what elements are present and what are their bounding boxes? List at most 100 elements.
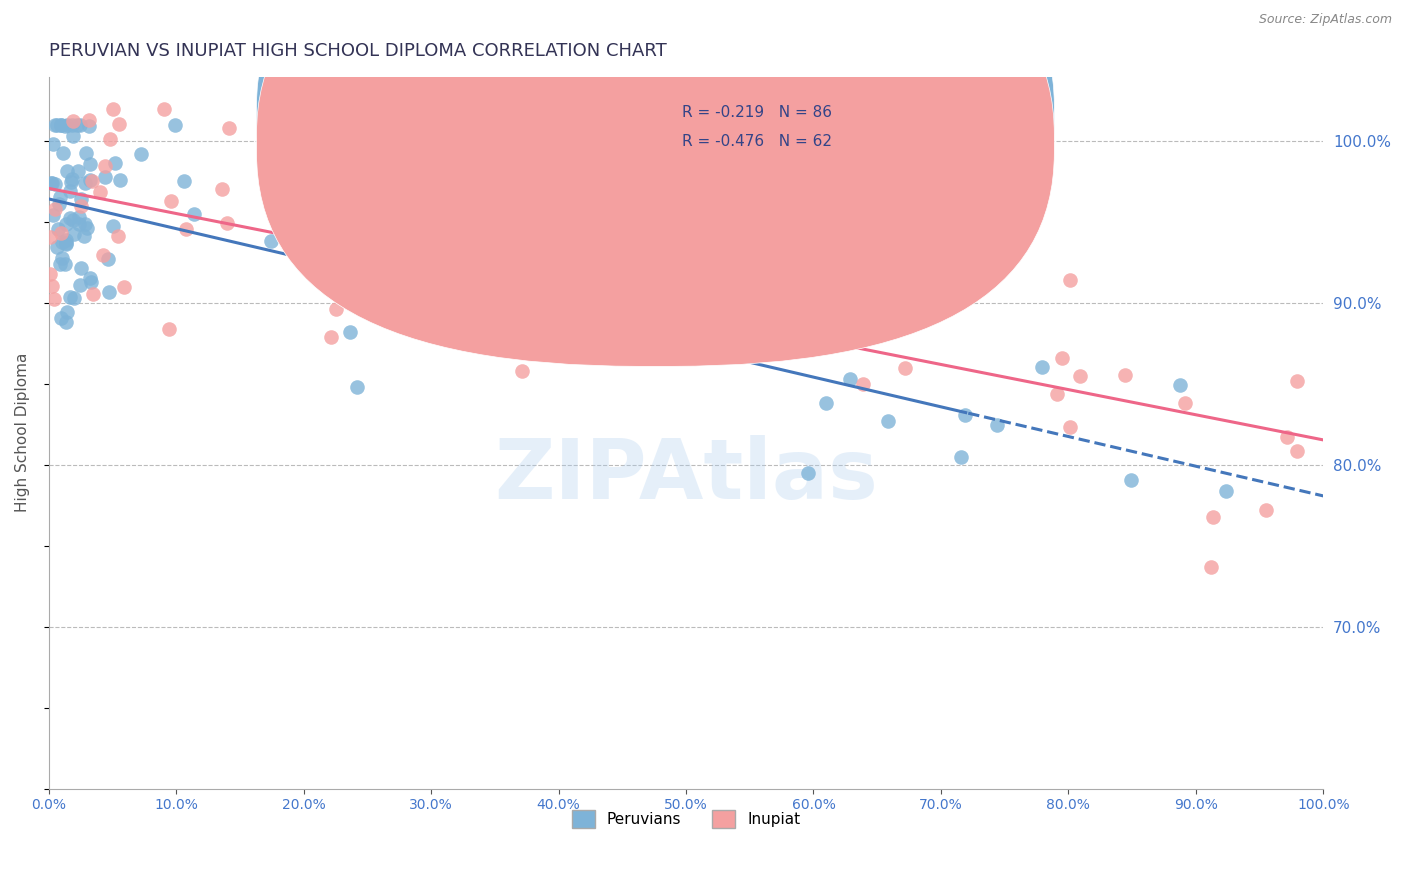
Point bbox=[103, 102, 125, 116]
Point bbox=[55, 237, 77, 252]
Point bbox=[678, 315, 700, 329]
Point bbox=[385, 240, 408, 254]
Point bbox=[77, 112, 100, 127]
Point bbox=[46, 222, 69, 236]
Point bbox=[67, 211, 90, 225]
Text: R = -0.476   N = 62: R = -0.476 N = 62 bbox=[682, 134, 832, 149]
Point bbox=[1170, 378, 1192, 392]
Point bbox=[893, 361, 915, 376]
Point bbox=[1119, 473, 1142, 487]
Point bbox=[1069, 369, 1091, 384]
Point bbox=[41, 176, 63, 190]
Text: PERUVIAN VS INUPIAT HIGH SCHOOL DIPLOMA CORRELATION CHART: PERUVIAN VS INUPIAT HIGH SCHOOL DIPLOMA … bbox=[49, 42, 666, 60]
Point bbox=[39, 230, 62, 244]
Point bbox=[108, 173, 131, 187]
Point bbox=[80, 275, 103, 289]
Point bbox=[49, 190, 72, 204]
Point bbox=[1199, 560, 1222, 574]
Point bbox=[183, 207, 205, 221]
Point bbox=[950, 450, 973, 465]
Point bbox=[62, 128, 84, 143]
Point bbox=[44, 177, 66, 191]
Point bbox=[325, 302, 347, 317]
Point bbox=[44, 118, 66, 132]
Point bbox=[657, 161, 679, 175]
Point bbox=[1202, 510, 1225, 524]
Point bbox=[44, 293, 66, 307]
Point bbox=[797, 466, 820, 480]
Point bbox=[59, 211, 82, 225]
Point bbox=[839, 372, 862, 386]
Point bbox=[59, 290, 82, 304]
Point bbox=[60, 172, 83, 186]
Point bbox=[612, 212, 634, 227]
Point bbox=[82, 174, 104, 188]
Point bbox=[67, 217, 90, 231]
Text: R = -0.219   N = 86: R = -0.219 N = 86 bbox=[682, 105, 832, 120]
Point bbox=[53, 120, 76, 134]
Point bbox=[79, 271, 101, 285]
FancyBboxPatch shape bbox=[616, 87, 928, 173]
Point bbox=[346, 379, 368, 393]
Point bbox=[42, 137, 65, 152]
Point bbox=[655, 266, 678, 280]
Point bbox=[75, 176, 97, 190]
Point bbox=[319, 209, 342, 223]
Point bbox=[1059, 420, 1081, 434]
Point bbox=[174, 221, 197, 235]
Point bbox=[49, 257, 72, 271]
Point bbox=[1031, 360, 1053, 375]
Point bbox=[876, 414, 898, 428]
Point bbox=[107, 228, 129, 243]
Point bbox=[104, 156, 127, 170]
Point bbox=[101, 219, 124, 234]
Point bbox=[41, 278, 63, 293]
Point bbox=[1277, 430, 1299, 444]
Point bbox=[1059, 273, 1081, 287]
Point bbox=[108, 116, 131, 130]
Point bbox=[274, 218, 297, 232]
Point bbox=[73, 217, 96, 231]
Point bbox=[69, 260, 91, 275]
Point bbox=[387, 201, 409, 215]
Point bbox=[89, 185, 111, 199]
Point bbox=[259, 235, 281, 249]
Point bbox=[551, 255, 574, 269]
Point bbox=[814, 396, 837, 410]
Text: Source: ZipAtlas.com: Source: ZipAtlas.com bbox=[1258, 13, 1392, 27]
Point bbox=[1174, 396, 1197, 410]
Point bbox=[49, 118, 72, 132]
Point bbox=[163, 118, 186, 132]
Point bbox=[157, 321, 180, 335]
Point bbox=[98, 132, 121, 146]
Point bbox=[794, 293, 817, 308]
Point bbox=[67, 164, 90, 178]
Point bbox=[748, 323, 770, 337]
Point bbox=[62, 212, 84, 227]
Point bbox=[59, 175, 82, 189]
Point bbox=[595, 241, 617, 255]
Point bbox=[66, 118, 89, 132]
Point bbox=[62, 114, 84, 128]
Point bbox=[1256, 502, 1278, 516]
Point bbox=[75, 145, 97, 160]
Point bbox=[385, 197, 408, 211]
Point bbox=[1286, 443, 1309, 458]
Point bbox=[1050, 351, 1073, 365]
Point bbox=[56, 118, 79, 132]
Point bbox=[112, 279, 135, 293]
Point bbox=[94, 159, 117, 173]
Point bbox=[55, 164, 77, 178]
Point bbox=[510, 364, 533, 378]
Point bbox=[1114, 368, 1136, 383]
Point bbox=[63, 227, 86, 241]
Point bbox=[606, 339, 628, 353]
Point bbox=[486, 243, 509, 257]
Point bbox=[73, 228, 96, 243]
Point bbox=[173, 174, 195, 188]
Point bbox=[82, 286, 104, 301]
Point bbox=[55, 235, 77, 250]
Point bbox=[211, 182, 233, 196]
Point bbox=[70, 199, 93, 213]
Point bbox=[46, 240, 69, 254]
